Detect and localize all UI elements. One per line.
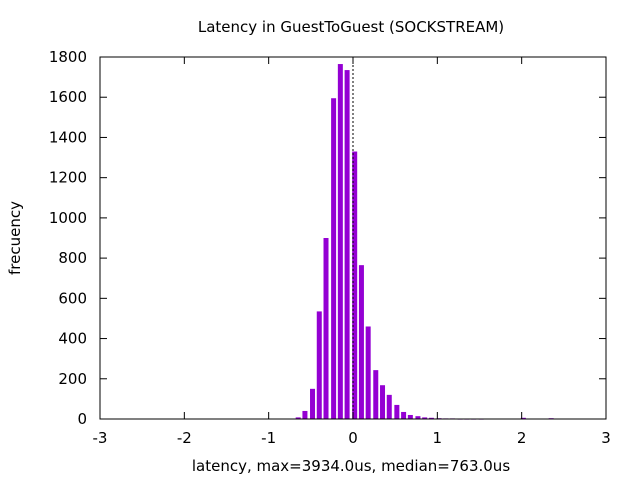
histogram-bar xyxy=(415,416,421,419)
y-tick-label: 0 xyxy=(77,410,87,428)
histogram-bar xyxy=(310,388,316,419)
y-tick-label: 1000 xyxy=(49,209,87,227)
histogram-bar xyxy=(323,238,329,419)
y-tick-label: 600 xyxy=(58,289,87,307)
y-axis-ticks: 0 200 400 600 800 1000 1200 1400 1600 1800 xyxy=(49,48,606,428)
histogram-bar xyxy=(358,265,364,419)
y-tick-label: 1800 xyxy=(49,48,87,66)
y-tick-label: 1600 xyxy=(49,88,87,106)
y-tick-label: 1400 xyxy=(49,128,87,146)
histogram-bar xyxy=(380,385,386,419)
y-tick-label: 200 xyxy=(58,370,87,388)
histogram-bar xyxy=(337,64,343,420)
y-tick-label: 1200 xyxy=(49,169,87,187)
chart-title: Latency in GuestToGuest (SOCKSTREAM) xyxy=(198,18,504,36)
y-axis-label: frecuency xyxy=(6,201,24,275)
histogram-bar xyxy=(373,370,379,419)
histogram-bar xyxy=(295,417,301,419)
x-tick-label: -1 xyxy=(261,429,276,447)
histogram-bar xyxy=(344,70,350,420)
y-tick-label: 800 xyxy=(58,249,87,267)
histogram-bar xyxy=(386,394,392,419)
histogram-bar xyxy=(365,326,371,419)
x-tick-label: 2 xyxy=(517,429,527,447)
histogram-bar xyxy=(401,411,407,419)
histogram-bar xyxy=(316,311,322,419)
histogram-bar xyxy=(520,417,526,419)
histogram-bar xyxy=(394,404,400,419)
histogram-bar xyxy=(352,151,358,419)
x-tick-label: -2 xyxy=(177,429,192,447)
histogram-bar xyxy=(302,410,308,419)
histogram-bar xyxy=(428,417,434,419)
y-tick-label: 400 xyxy=(58,330,87,348)
x-tick-label: 3 xyxy=(601,429,611,447)
histogram-bar xyxy=(422,417,428,419)
histogram-bars xyxy=(295,64,554,420)
x-axis-ticks: -3 -2 -1 0 1 2 3 xyxy=(93,57,611,447)
x-tick-label: 0 xyxy=(348,429,358,447)
x-axis-label: latency, max=3934.0us, median=763.0us xyxy=(192,457,510,475)
x-tick-label: 1 xyxy=(433,429,443,447)
x-tick-label: -3 xyxy=(93,429,108,447)
histogram-bar xyxy=(407,414,413,419)
histogram-bar xyxy=(331,98,337,419)
